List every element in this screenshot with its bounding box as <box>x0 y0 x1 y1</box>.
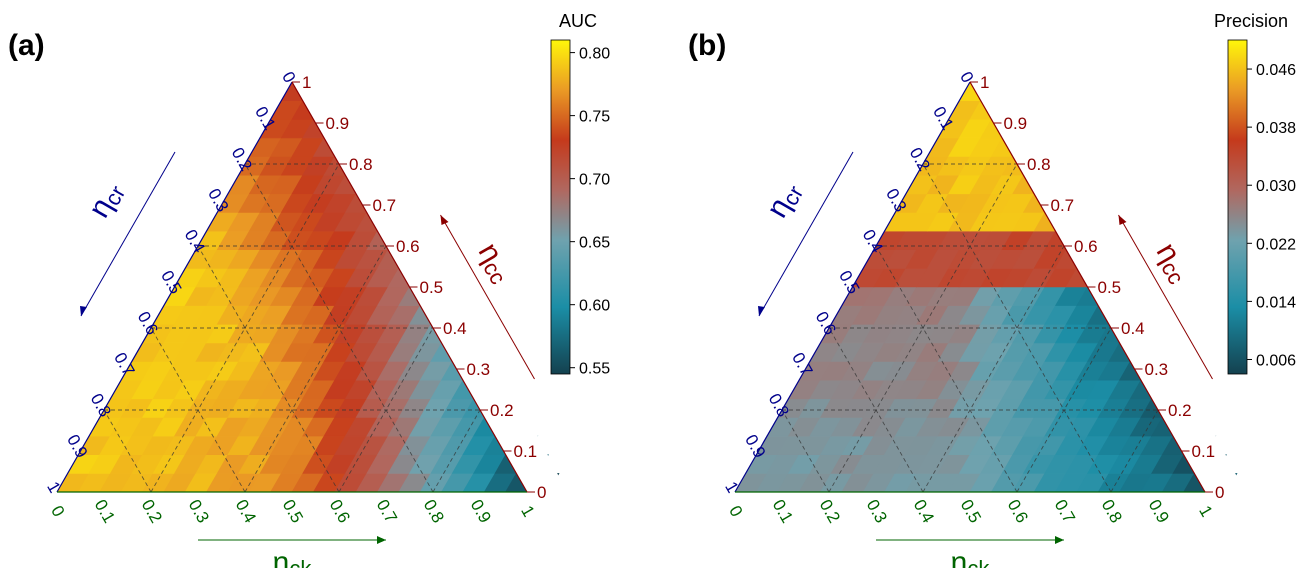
arrowhead-ck <box>377 536 386 544</box>
arrow-cr <box>758 151 854 317</box>
gridline <box>432 409 481 493</box>
panel-label-a: (a) <box>8 29 45 62</box>
axis-name-ck: ηck <box>273 546 313 568</box>
panel-a: (a) 00.10.20.30.40.50.60.70.80.9100.10.2… <box>8 11 610 568</box>
colorbar-tick-label: 0.65 <box>579 235 610 252</box>
tick-label-cc: 0.8 <box>1027 155 1051 174</box>
axis-name-cc: ηcc <box>1148 238 1198 289</box>
colorbar-tick-label: 0.038 <box>1256 120 1296 137</box>
tick-label-cc: 0.1 <box>1192 442 1216 461</box>
tick-label-cc: 1 <box>302 73 311 92</box>
colorbar-tick-label: 0.030 <box>1256 178 1296 195</box>
arrow-cr <box>80 151 176 317</box>
arrowhead-cr <box>80 306 87 316</box>
colorbar-tick-label: 0.60 <box>579 298 610 315</box>
arrowhead-cc <box>440 215 449 225</box>
arrowhead-cr <box>758 306 765 316</box>
tick-label-cc: 1 <box>980 73 989 92</box>
tick-label-ck: 1 <box>517 502 538 520</box>
tick-label-cc: 0.9 <box>1004 114 1028 133</box>
arrowhead-ck <box>1055 536 1064 544</box>
left-edge <box>56 81 293 493</box>
tick-label-ck: 0 <box>725 502 746 520</box>
edge-mask <box>970 42 1245 492</box>
arrowhead-cc <box>1118 215 1127 225</box>
colorbar-tick-label: 0.75 <box>579 109 610 126</box>
arrow-cc <box>440 214 535 380</box>
axis-name-cc: ηcc <box>470 238 520 289</box>
tick-label-cc: 0.4 <box>1121 319 1145 338</box>
left-edge <box>734 81 971 493</box>
tick-label-cc: 0.6 <box>1074 237 1098 256</box>
gridline <box>1016 327 1112 493</box>
tick-label-cc: 0.9 <box>326 114 350 133</box>
colorbar-title-a: AUC <box>559 11 597 31</box>
edge-mask <box>292 42 567 492</box>
edge-mask <box>17 42 292 492</box>
gridline <box>197 245 340 493</box>
heatmap-cells-a <box>56 81 560 493</box>
axis-name-cr: ηcr <box>761 176 809 224</box>
gridline <box>828 327 924 493</box>
colorbar-tick-label: 0.80 <box>579 46 610 63</box>
colorbar-tick-label: 0.014 <box>1256 294 1296 311</box>
tick-label-cc: 0.1 <box>514 442 538 461</box>
edge-mask <box>695 492 1245 504</box>
gridline <box>338 327 434 493</box>
tick-label-cc: 0.3 <box>467 360 491 379</box>
colorbar-title-b: Precision <box>1214 11 1288 31</box>
tick-label-cc: 0.7 <box>1051 196 1075 215</box>
gridline <box>875 245 1018 493</box>
tick-label-cc: 0 <box>537 483 546 502</box>
arrow-cc <box>1118 214 1213 380</box>
colorbar-ticks-b: 0.046 0.038 0.030 0.022 0.014 0.006 <box>1247 62 1296 369</box>
gridline <box>103 409 152 493</box>
tick-label-cc: 0.5 <box>420 278 444 297</box>
tick-label-cc: 0.2 <box>1168 401 1192 420</box>
panel-b: (b) 00.10.20.30.40.50.60.70.80.9100.10.2… <box>688 11 1296 568</box>
gridline <box>922 245 1065 493</box>
tick-label-cc: 0.8 <box>349 155 373 174</box>
colorbar-tick-label: 0.046 <box>1256 62 1296 79</box>
edge-mask <box>695 42 970 492</box>
colorbar-tick-label: 0.006 <box>1256 352 1296 369</box>
axis-name-ck: ηck <box>951 546 991 568</box>
gridline <box>781 409 830 493</box>
tick-label-cc: 0.2 <box>490 401 514 420</box>
tick-label-cc: 0.4 <box>443 319 467 338</box>
tick-label-cc: 0.6 <box>396 237 420 256</box>
tick-label-cc: 0.3 <box>1145 360 1169 379</box>
colorbar-a <box>550 39 571 375</box>
tick-label-ck: 0 <box>47 502 68 520</box>
gridline <box>150 327 246 493</box>
tick-label-cc: 0.5 <box>1098 278 1122 297</box>
colorbar-b <box>1227 39 1248 375</box>
colorbar-ticks-a: 0.80 0.75 0.70 0.65 0.60 0.55 <box>570 46 610 378</box>
edge-mask <box>17 492 567 504</box>
colorbar-tick-label: 0.70 <box>579 172 610 189</box>
gridlines-a <box>17 42 567 504</box>
tick-label-cc: 0.7 <box>373 196 397 215</box>
tick-label-cc: 0 <box>1215 483 1224 502</box>
colorbar-tick-label: 0.022 <box>1256 236 1296 253</box>
colorbar-tick-label: 0.55 <box>579 361 610 378</box>
axis-name-cr: ηcr <box>83 176 131 224</box>
tick-label-ck: 1 <box>1195 502 1216 520</box>
gridline <box>1110 409 1159 493</box>
panel-label-b: (b) <box>688 29 726 62</box>
gridline <box>244 245 387 493</box>
